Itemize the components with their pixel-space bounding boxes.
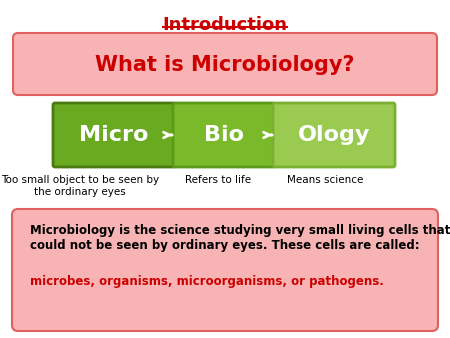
FancyBboxPatch shape	[53, 103, 175, 167]
Text: Microbiology is the science studying very small living cells that
could not be s: Microbiology is the science studying ver…	[30, 224, 450, 252]
FancyBboxPatch shape	[173, 103, 275, 167]
FancyBboxPatch shape	[13, 33, 437, 95]
Text: Refers to life: Refers to life	[185, 175, 251, 185]
Text: What is Microbiology?: What is Microbiology?	[95, 55, 355, 75]
Text: Means science: Means science	[287, 175, 363, 185]
Text: Introduction: Introduction	[162, 16, 288, 34]
Text: Too small object to be seen by
the ordinary eyes: Too small object to be seen by the ordin…	[1, 175, 159, 197]
Text: Ology: Ology	[298, 125, 370, 145]
Text: Micro: Micro	[79, 125, 148, 145]
Text: Bio: Bio	[204, 125, 244, 145]
FancyBboxPatch shape	[273, 103, 395, 167]
Text: microbes, organisms, microorganisms, or pathogens.: microbes, organisms, microorganisms, or …	[30, 275, 384, 288]
FancyBboxPatch shape	[12, 209, 438, 331]
